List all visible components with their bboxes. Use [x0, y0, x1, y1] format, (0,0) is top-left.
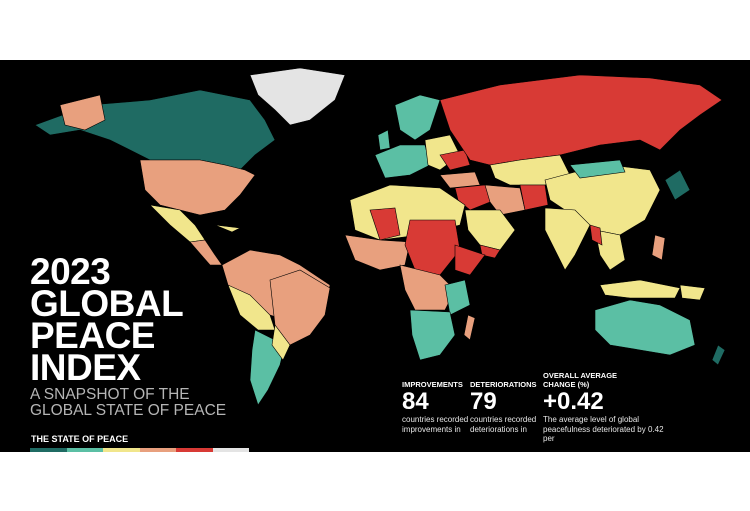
region-horn-africa	[454, 244, 486, 276]
stat-label: DETERIORATIONS	[470, 380, 537, 389]
stat-improvements: IMPROVEMENTS 84 countries recorded impro…	[402, 380, 474, 434]
legend-strip	[30, 448, 249, 452]
region-afghanistan	[519, 184, 549, 211]
world-map	[34, 67, 726, 406]
region-east-africa	[444, 279, 471, 316]
region-india	[544, 207, 591, 271]
region-indonesia	[599, 279, 681, 299]
region-mongolia	[569, 159, 626, 179]
region-central-africa	[399, 264, 456, 311]
legend-label: THE STATE OF PEACE	[31, 434, 129, 444]
region-australia	[594, 299, 696, 356]
region-papua	[679, 284, 706, 301]
subtitle-line: A SNAPSHOT OF THE	[30, 386, 190, 403]
region-southern-africa	[409, 309, 456, 361]
title-line: PEACE	[30, 315, 155, 356]
title-line: INDEX	[30, 347, 141, 388]
region-southeast-asia	[594, 229, 626, 271]
page-title: 2023 GLOBAL PEACE INDEX	[30, 251, 184, 388]
stat-average-change: OVERALL AVERAGE CHANGE (%) +0.42 The ave…	[543, 371, 668, 444]
region-new-zealand	[711, 344, 726, 366]
stat-label: IMPROVEMENTS	[402, 380, 463, 389]
region-uk	[377, 129, 391, 151]
region-arabia	[464, 209, 516, 251]
region-west-africa	[344, 234, 411, 271]
region-scandinavia	[394, 94, 441, 141]
subtitle-line: GLOBAL STATE OF PEACE	[30, 402, 227, 419]
region-madagascar	[463, 314, 476, 341]
legend-swatch-very-high	[30, 448, 67, 452]
stat-value: 84	[402, 388, 429, 415]
stat-desc: countries recorded deteriorations in	[470, 415, 537, 434]
region-myanmar	[589, 224, 603, 246]
legend-swatch-low	[139, 448, 176, 452]
stat-value: +0.42	[543, 388, 604, 415]
legend-swatch-medium	[103, 448, 140, 452]
region-philippines	[651, 234, 666, 261]
region-paraguay-uruguay	[271, 324, 291, 361]
legend-swatch-high	[66, 448, 103, 452]
region-cuba	[214, 224, 242, 233]
region-sudan-chad	[404, 219, 461, 276]
legend-swatch-very-low	[176, 448, 213, 452]
region-western-europe	[374, 144, 431, 179]
region-central-america	[189, 239, 223, 266]
stat-desc: countries recorded improvements in	[402, 415, 469, 434]
region-korea-japan	[664, 169, 691, 201]
legend-swatch-not-included	[212, 448, 249, 452]
region-usa	[139, 159, 256, 216]
region-iran	[484, 184, 526, 216]
region-middle-east	[454, 184, 496, 211]
poster: 2023 GLOBAL PEACE INDEX A SNAPSHOT OF TH…	[0, 60, 750, 452]
stat-deteriorations: DETERIORATIONS 79 countries recorded det…	[470, 380, 542, 434]
stat-value: 79	[470, 388, 497, 415]
region-russia	[439, 74, 723, 166]
region-turkey	[439, 171, 481, 189]
region-libya-mali	[369, 207, 401, 241]
region-ukraine	[439, 149, 471, 171]
region-greenland	[249, 67, 346, 126]
subtitle: A SNAPSHOT OF THE GLOBAL STATE OF PEACE	[30, 387, 226, 419]
title-line: 2023	[30, 251, 111, 292]
stat-label: OVERALL AVERAGE CHANGE (%)	[543, 371, 618, 389]
stat-desc: The average level of global peacefulness…	[543, 415, 664, 443]
region-alaska-west	[59, 94, 106, 131]
title-line: GLOBAL	[30, 283, 184, 324]
